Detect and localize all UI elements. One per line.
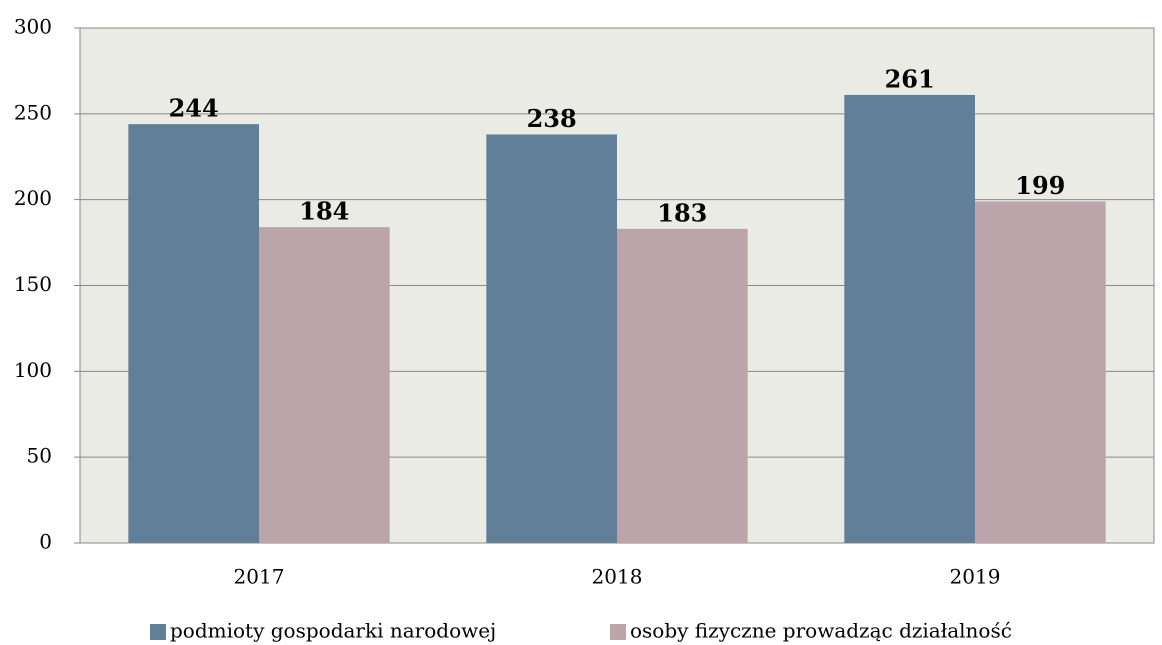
bar — [975, 201, 1106, 543]
value-label: 199 — [1015, 171, 1065, 200]
value-label: 183 — [657, 198, 707, 227]
value-label: 184 — [299, 197, 349, 226]
bar — [259, 227, 390, 543]
y-tick-label: 0 — [39, 530, 52, 554]
legend-label: podmioty gospodarki narodowej — [170, 619, 496, 643]
legend-swatch — [610, 624, 626, 640]
y-tick-label: 250 — [14, 100, 52, 124]
bar — [844, 94, 975, 543]
legend-swatch — [150, 624, 166, 640]
legend-label: osoby fizyczne prowadząc działalność — [630, 619, 1012, 643]
value-label: 238 — [527, 104, 577, 133]
x-tick-label: 2017 — [234, 565, 285, 589]
x-tick-label: 2019 — [950, 565, 1001, 589]
bar — [128, 124, 259, 543]
value-label: 261 — [885, 64, 935, 93]
y-tick-label: 50 — [27, 444, 52, 468]
x-tick-label: 2018 — [592, 565, 643, 589]
y-tick-label: 300 — [14, 15, 52, 39]
y-tick-label: 200 — [14, 186, 52, 210]
bar — [486, 134, 617, 543]
bar — [617, 228, 748, 543]
y-tick-label: 150 — [14, 272, 52, 296]
value-label: 244 — [169, 94, 219, 123]
y-tick-label: 100 — [14, 358, 52, 382]
